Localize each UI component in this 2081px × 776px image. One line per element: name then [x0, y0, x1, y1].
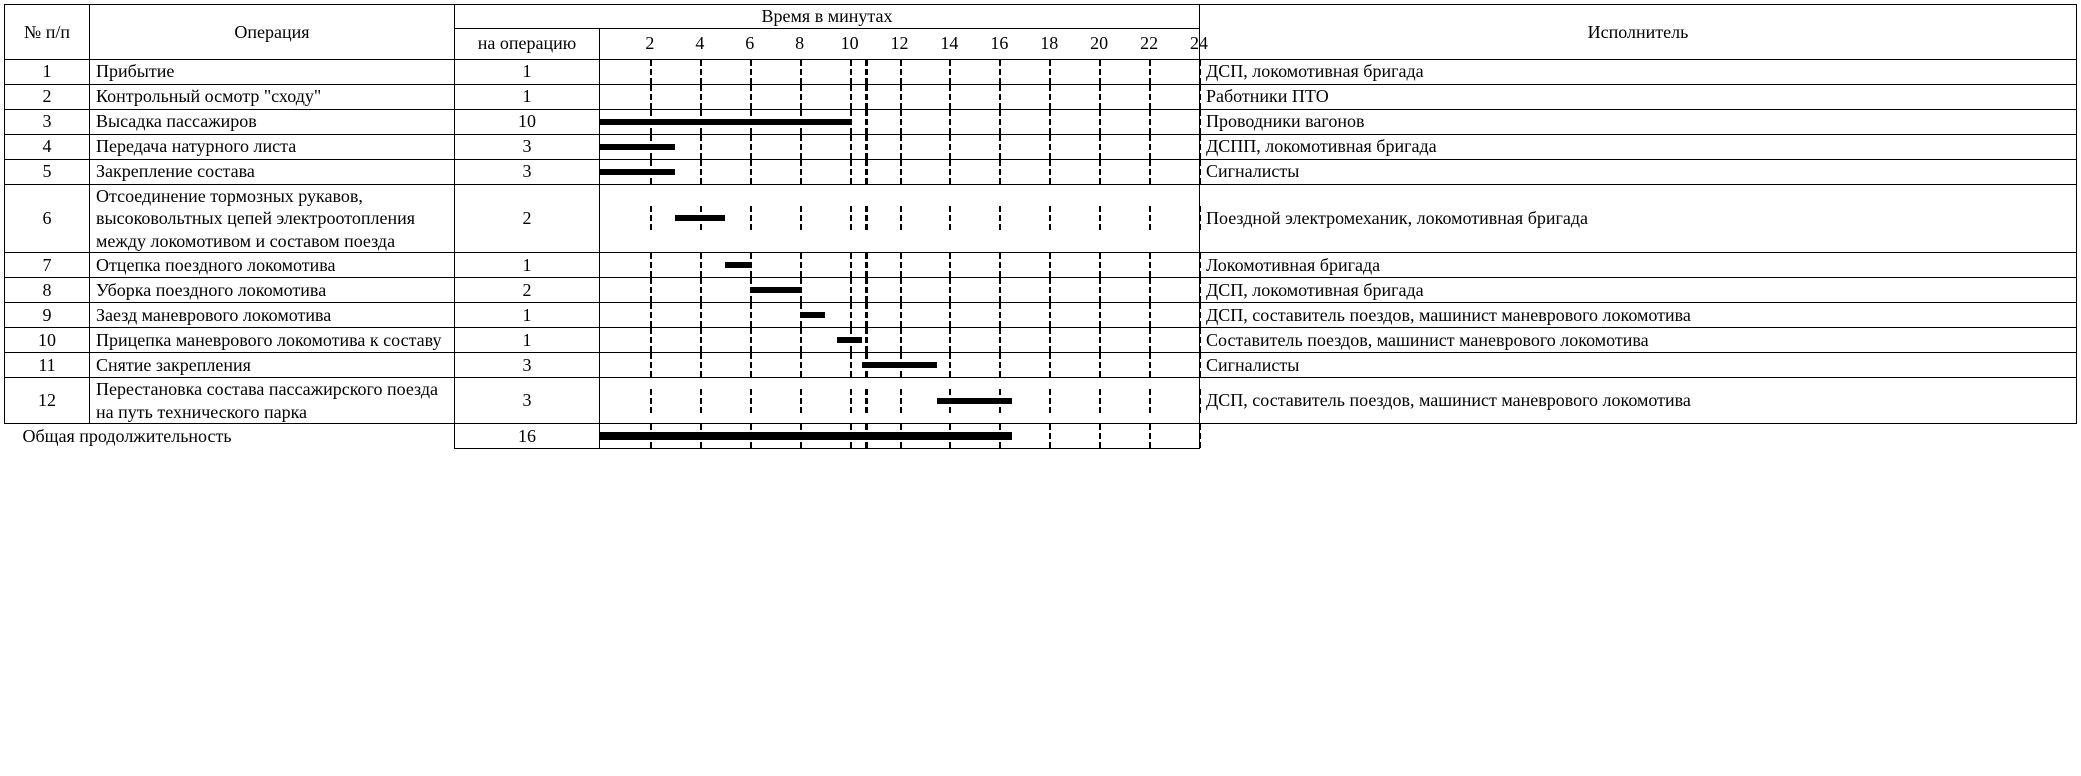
hdr-ticks: 24681012141618202224 [600, 28, 1200, 59]
hdr-op: Операция [90, 5, 455, 60]
gantt-cell [600, 253, 1200, 278]
cell-dur: 10 [455, 109, 600, 134]
header-row-1: № п/п Операция Время в минутах Исполните… [5, 5, 2077, 29]
summary-exec [1200, 424, 2077, 449]
cell-dur: 1 [455, 303, 600, 328]
cell-num: 9 [5, 303, 90, 328]
table-row: 4Передача натурного листа3 ДСПП, локомоти… [5, 134, 2077, 159]
summary-dur: 16 [455, 424, 600, 449]
cell-exec: Сигналисты [1200, 353, 2077, 378]
cell-num: 10 [5, 328, 90, 353]
hdr-dur: на операцию [455, 28, 600, 59]
cell-num: 11 [5, 353, 90, 378]
cell-op: Контрольный осмотр "сходу" [90, 84, 455, 109]
cell-exec: Поездной электромеханик, локомотивная бр… [1200, 184, 2077, 253]
gantt-cell [600, 109, 1200, 134]
cell-op: Заезд маневрового локомотива [90, 303, 455, 328]
cell-exec: ДСП, локомотивная бригада [1200, 59, 2077, 84]
table-row: 6Отсоединение тормозных рукавов, высоков… [5, 184, 2077, 253]
cell-num: 12 [5, 378, 90, 424]
cell-dur: 2 [455, 184, 600, 253]
cell-num: 7 [5, 253, 90, 278]
hdr-num: № п/п [5, 5, 90, 60]
cell-op: Прибытие [90, 59, 455, 84]
cell-op: Прицепка маневрового локомотива к состав… [90, 328, 455, 353]
gantt-cell [600, 424, 1200, 449]
cell-op: Отсоединение тормозных рукавов, высоково… [90, 184, 455, 253]
cell-dur: 1 [455, 84, 600, 109]
cell-op: Высадка пассажиров [90, 109, 455, 134]
gantt-cell [600, 184, 1200, 253]
table-row: 12Перестановка состава пассажирского пое… [5, 378, 2077, 424]
gantt-cell [600, 159, 1200, 184]
cell-exec: Составитель поездов, машинист маневровог… [1200, 328, 2077, 353]
cell-exec: ДСПП, локомотивная бригада [1200, 134, 2077, 159]
cell-op: Снятие закрепления [90, 353, 455, 378]
hdr-time-group: Время в минутах [455, 5, 1200, 29]
summary-row: Общая продолжительность16 [5, 424, 2077, 449]
gantt-cell [600, 84, 1200, 109]
cell-op: Перестановка состава пассажирского поезд… [90, 378, 455, 424]
summary-label: Общая продолжительность [5, 424, 455, 449]
cell-dur: 3 [455, 378, 600, 424]
gantt-cell [600, 353, 1200, 378]
table-row: 7Отцепка поездного локомотива1 Локомотивн… [5, 253, 2077, 278]
gantt-cell [600, 278, 1200, 303]
cell-exec: ДСП, составитель поездов, машинист манев… [1200, 303, 2077, 328]
cell-exec: Сигналисты [1200, 159, 2077, 184]
cell-dur: 3 [455, 353, 600, 378]
table-row: 2Контрольный осмотр "сходу"1 Работники ПТ… [5, 84, 2077, 109]
gantt-cell [600, 59, 1200, 84]
table-row: 8Уборка поездного локомотива2 ДСП, локомо… [5, 278, 2077, 303]
table-row: 11Снятие закрепления3 Сигналисты [5, 353, 2077, 378]
cell-dur: 1 [455, 328, 600, 353]
gantt-cell [600, 328, 1200, 353]
cell-op: Отцепка поездного локомотива [90, 253, 455, 278]
gantt-cell [600, 378, 1200, 424]
cell-op: Закрепление состава [90, 159, 455, 184]
cell-num: 8 [5, 278, 90, 303]
cell-num: 4 [5, 134, 90, 159]
cell-num: 5 [5, 159, 90, 184]
cell-exec: Проводники вагонов [1200, 109, 2077, 134]
cell-num: 6 [5, 184, 90, 253]
cell-exec: ДСП, локомотивная бригада [1200, 278, 2077, 303]
cell-dur: 3 [455, 159, 600, 184]
table-row: 10Прицепка маневрового локомотива к сост… [5, 328, 2077, 353]
cell-op: Уборка поездного локомотива [90, 278, 455, 303]
cell-dur: 2 [455, 278, 600, 303]
cell-dur: 1 [455, 253, 600, 278]
cell-exec: Работники ПТО [1200, 84, 2077, 109]
hdr-exec: Исполнитель [1200, 5, 2077, 60]
table-row: 3Высадка пассажиров10 Проводники вагонов [5, 109, 2077, 134]
cell-dur: 3 [455, 134, 600, 159]
table-row: 1Прибытие1 ДСП, локомотивная бригада [5, 59, 2077, 84]
cell-num: 1 [5, 59, 90, 84]
cell-num: 3 [5, 109, 90, 134]
cell-exec: ДСП, составитель поездов, машинист манев… [1200, 378, 2077, 424]
cell-op: Передача натурного листа [90, 134, 455, 159]
gantt-cell [600, 134, 1200, 159]
cell-exec: Локомотивная бригада [1200, 253, 2077, 278]
cell-dur: 1 [455, 59, 600, 84]
ops-table: № п/п Операция Время в минутах Исполните… [4, 4, 2077, 449]
table-row: 5Закрепление состава3 Сигналисты [5, 159, 2077, 184]
gantt-cell [600, 303, 1200, 328]
cell-num: 2 [5, 84, 90, 109]
table-row: 9Заезд маневрового локомотива1 ДСП, соста… [5, 303, 2077, 328]
